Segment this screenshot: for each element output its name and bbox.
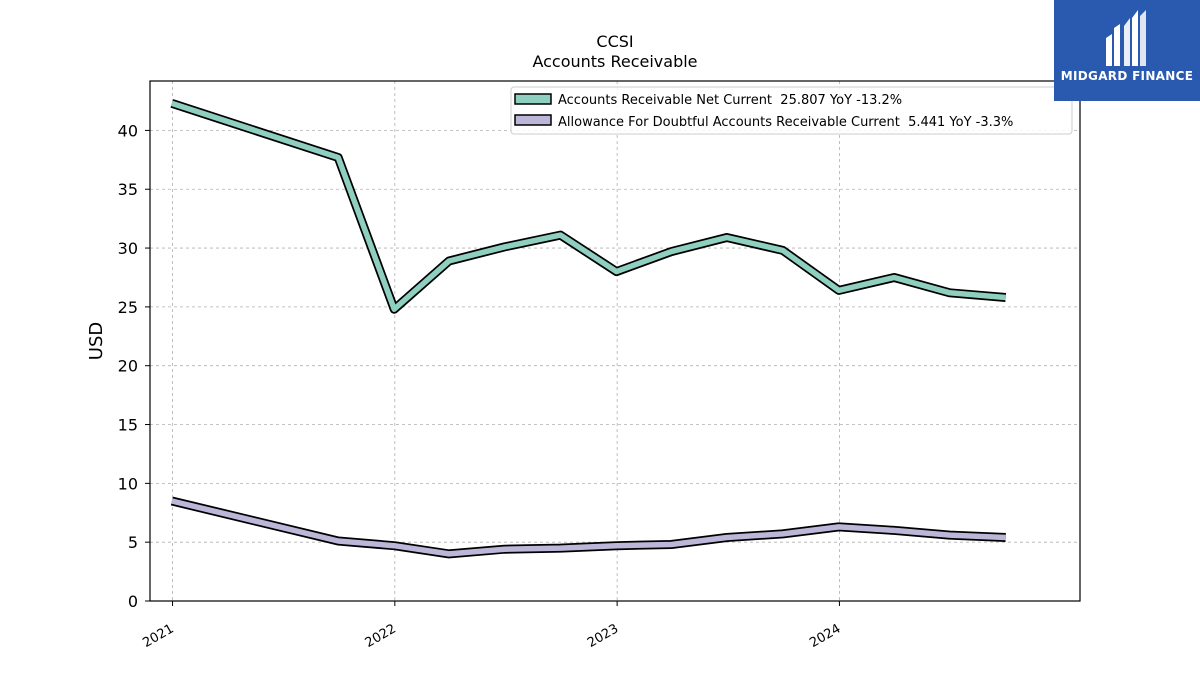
legend-swatch-allowance bbox=[514, 114, 552, 126]
legend-label-allowance: Allowance For Doubtful Accounts Receivab… bbox=[558, 115, 1013, 130]
y-axis-label: USD bbox=[86, 322, 107, 360]
midgard-finance-logo: MIDGARD FINANCE bbox=[1054, 0, 1200, 101]
y-tick-label: 40 bbox=[118, 121, 138, 140]
x-axis-ticks: 2021 2022 2023 2024 bbox=[140, 601, 843, 651]
y-axis-ticks: 0 5 10 15 20 25 30 35 40 bbox=[118, 121, 150, 611]
grid-lines bbox=[150, 81, 1080, 602]
series-line-1 bbox=[171, 498, 1006, 557]
y-tick-label: 30 bbox=[118, 239, 138, 258]
y-tick-label: 35 bbox=[118, 180, 138, 199]
series-layer bbox=[170, 99, 1007, 559]
plot-frame bbox=[149, 80, 1081, 602]
y-tick-label: 25 bbox=[118, 298, 138, 317]
chart-subtitle: Accounts Receivable bbox=[532, 52, 698, 71]
y-tick-label: 10 bbox=[118, 474, 138, 493]
legend-label-receivable: Accounts Receivable Net Current 25.807 Y… bbox=[558, 93, 902, 108]
y-tick-label: 0 bbox=[128, 592, 138, 611]
midgard-logo-icon bbox=[1106, 10, 1146, 66]
x-tick-label: 2024 bbox=[807, 621, 843, 651]
x-tick-label: 2021 bbox=[140, 621, 176, 651]
brand-name: MIDGARD FINANCE bbox=[1060, 69, 1194, 83]
series-line-0 bbox=[171, 100, 1006, 312]
y-tick-label: 15 bbox=[118, 416, 138, 435]
y-tick-label: 20 bbox=[118, 357, 138, 376]
legend-swatch-receivable bbox=[514, 93, 552, 105]
chart-title: CCSI bbox=[596, 32, 634, 51]
legend: Accounts Receivable Net Current 25.807 Y… bbox=[510, 86, 1073, 135]
x-tick-label: 2022 bbox=[363, 621, 399, 651]
x-tick-label: 2023 bbox=[585, 621, 621, 651]
legend-box bbox=[510, 86, 1073, 135]
y-tick-label: 5 bbox=[128, 533, 138, 552]
